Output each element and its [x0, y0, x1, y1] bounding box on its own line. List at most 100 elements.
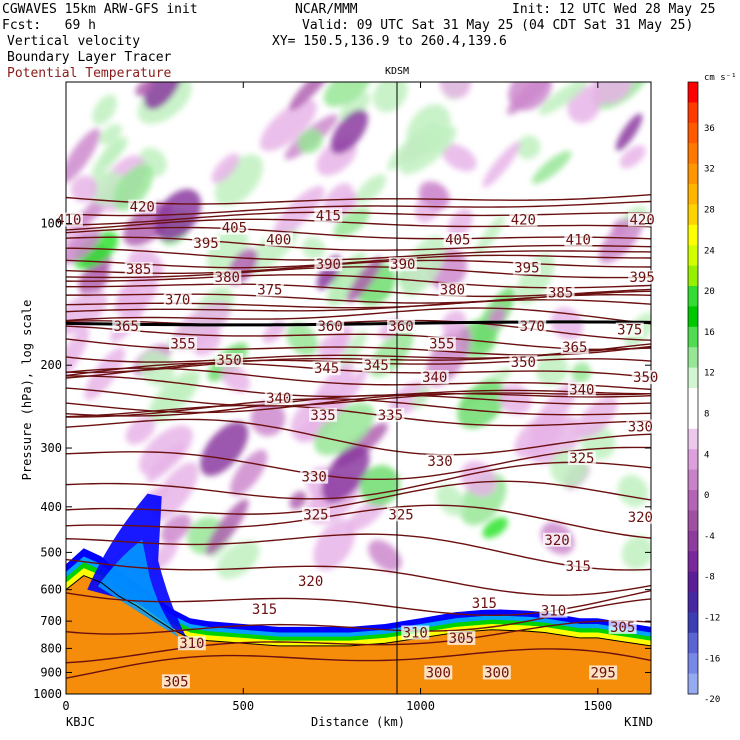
colorbar-swatch [688, 469, 698, 491]
colorbar-swatch [688, 204, 698, 226]
isentrope-line [66, 319, 651, 341]
isentrope-label: 355 [170, 337, 195, 353]
isentrope-line [66, 387, 651, 407]
station-top-label: KDSM [385, 66, 409, 77]
colorbar-swatch [688, 510, 698, 532]
isentrope-line [66, 266, 651, 279]
isentrope-label-bg [470, 595, 499, 610]
updraft-blob [339, 92, 371, 122]
isentrope-line [66, 398, 651, 418]
downdraft-blob [289, 82, 333, 111]
updraft-blob [400, 126, 457, 175]
downdraft-blob [311, 363, 355, 413]
updraft-blob [531, 150, 572, 184]
isentrope-label-bg [564, 559, 593, 574]
isentrope-label-bg [560, 340, 589, 355]
downdraft-blob [70, 175, 98, 203]
isentrope-label-bg [376, 407, 405, 422]
isentrope-label-bg [300, 469, 329, 484]
colorbar-swatch [688, 653, 698, 675]
colorbar-swatch [688, 82, 698, 103]
isentrope-label-bg [546, 285, 575, 300]
isentrope-label-bg [264, 232, 293, 247]
colorbar-label: 36 [704, 124, 715, 134]
isentrope-line [66, 367, 651, 391]
isentrope-line [66, 392, 651, 414]
downdraft-blob [321, 445, 370, 503]
isentrope-label-bg [567, 382, 596, 397]
isentrope-label: 420 [629, 212, 654, 228]
isentrope-label-bg [628, 212, 657, 227]
updraft-blob [91, 140, 124, 178]
downdraft-blob [273, 185, 325, 238]
terrain-outline [66, 574, 651, 647]
colorbar-swatch [688, 163, 698, 185]
isentrope-label: 320 [544, 533, 569, 549]
colorbar-swatch [688, 102, 698, 124]
isentrope-label: 375 [257, 282, 282, 298]
header-init: Init: 12 UTC Wed 28 May 25 [512, 2, 716, 17]
updraft-blob [436, 484, 465, 516]
isentrope-label-bg [255, 282, 284, 297]
updraft-blob [538, 82, 588, 116]
colorbar-swatch [688, 530, 698, 552]
colorbar-label: 20 [704, 287, 715, 297]
updraft-blob [387, 122, 439, 171]
y-tick-label: 800 [40, 641, 62, 655]
terrain-fill [66, 575, 651, 694]
header-field-boundary-layer: Boundary Layer Tracer [7, 50, 172, 65]
colorbar-swatch [688, 122, 698, 144]
isentrope-label-bg [482, 665, 511, 680]
colorbar-label: -4 [704, 532, 715, 542]
isentrope-label: 305 [163, 674, 188, 690]
updraft-blob [482, 517, 508, 539]
updraft-blob [338, 330, 367, 371]
isentrope-label-bg [626, 509, 655, 524]
isentrope-label-bg [509, 212, 538, 227]
isentrope-line [66, 200, 651, 217]
colorbar-swatch [688, 265, 698, 287]
isentrope-line [66, 254, 651, 269]
isentrope-label: 365 [114, 319, 139, 335]
updraft-blob [535, 353, 569, 386]
isentrope-label: 390 [316, 257, 341, 273]
downdraft-blob [135, 82, 154, 97]
isentrope-line [66, 418, 651, 456]
colorbar-swatch [688, 388, 698, 409]
isentrope-line [66, 504, 651, 539]
isentrope-label: 345 [314, 361, 339, 377]
x-axis-label: Distance (km) [311, 715, 405, 729]
isentrope-label: 325 [303, 507, 328, 523]
header-xy: XY= 150.5,136.9 to 260.4,139.6 [272, 34, 507, 49]
plot-frame [65, 81, 652, 695]
downdraft-blob [418, 181, 450, 210]
isentrope-label-bg [443, 232, 472, 247]
colorbar-swatch [688, 347, 698, 369]
header-forecast: Fcst: 69 h [2, 18, 96, 33]
isentrope-label-bg [312, 361, 341, 376]
isentrope-line [66, 648, 651, 679]
isentrope-label: 390 [390, 257, 415, 273]
downdraft-blob [498, 383, 532, 415]
updraft-blob [475, 214, 505, 256]
colorbar-label: -16 [704, 654, 720, 664]
downdraft-blob [230, 449, 268, 496]
updraft-blob [621, 535, 651, 570]
isentrope-label: 370 [165, 293, 190, 309]
isentrope-label: 375 [617, 323, 642, 339]
updraft-blob [113, 164, 154, 211]
isentrope-label: 420 [511, 212, 536, 228]
isentrope-label: 320 [628, 510, 653, 526]
colorbar-swatch [688, 632, 698, 654]
isentrope-label: 380 [440, 282, 465, 298]
colorbar-swatch [688, 306, 698, 328]
isentrope-line [66, 259, 651, 275]
colorbar-swatch [688, 592, 698, 613]
y-axis-label: Pressure (hPa), log scale [20, 300, 34, 481]
y-tick-label: 200 [40, 358, 62, 372]
colorbar-swatch [688, 490, 698, 511]
isentrope-label: 300 [484, 665, 509, 681]
updraft-blob [571, 362, 592, 383]
isentrope-line [66, 446, 651, 481]
